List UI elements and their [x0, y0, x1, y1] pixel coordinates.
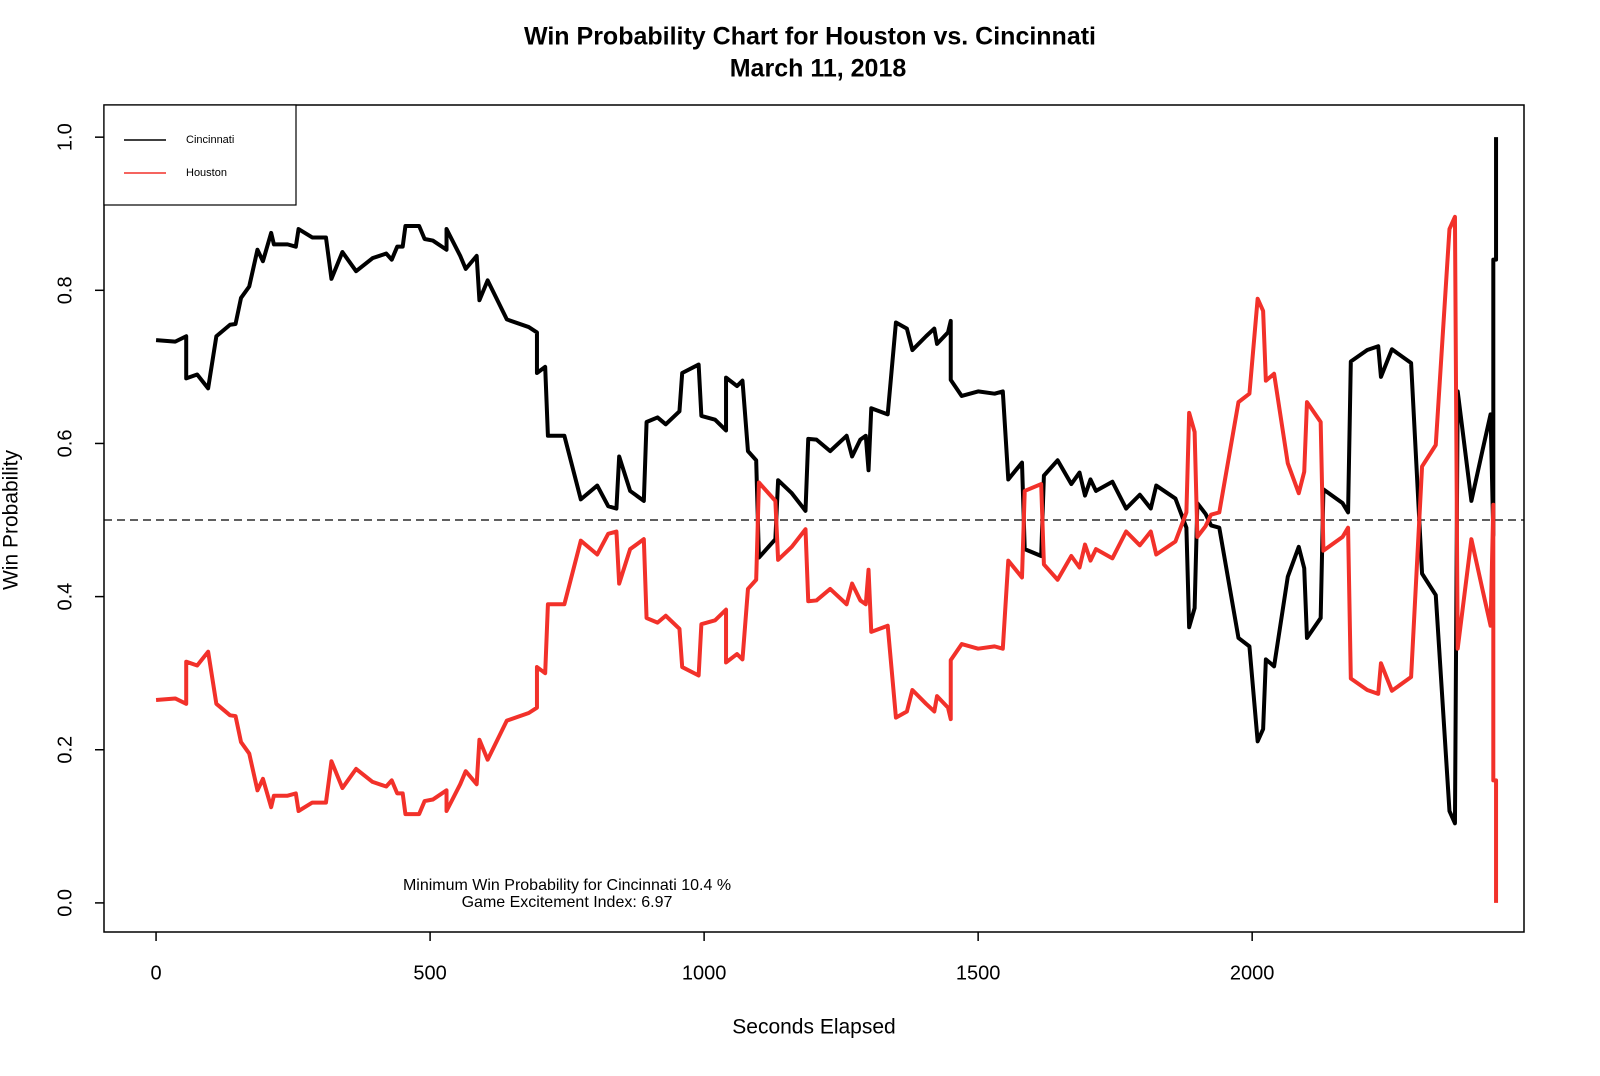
y-tick-label: 0.2 [54, 736, 76, 764]
x-tick-label: 500 [413, 962, 446, 984]
x-tick-label: 1000 [682, 962, 727, 984]
y-tick-label: 0.6 [54, 430, 76, 458]
x-axis-label: Seconds Elapsed [732, 1016, 895, 1039]
x-tick-label: 1500 [956, 962, 1001, 984]
series-line [155, 214, 1499, 903]
chart-subtitle: March 11, 2018 [730, 55, 907, 83]
plot-frame [103, 104, 1525, 933]
chart-title: Win Probability Chart for Houston vs. Ci… [524, 23, 1096, 51]
x-tick-label: 0 [151, 962, 162, 984]
series-line [155, 137, 1499, 826]
y-tick-label: 0.0 [54, 889, 76, 917]
y-tick-label: 0.8 [54, 276, 76, 304]
x-tick-label: 2000 [1230, 962, 1275, 984]
y-axis-label: Win Probability [0, 449, 23, 590]
legend-box [103, 104, 297, 206]
annotation: Game Excitement Index: 6.97 [462, 894, 673, 911]
legend-label: Cincinnati [186, 134, 234, 146]
y-tick-label: 0.4 [54, 583, 76, 611]
annotation: Minimum Win Probability for Cincinnati 1… [403, 877, 731, 894]
y-tick-label: 1.0 [54, 123, 76, 151]
legend-label: Houston [186, 167, 227, 179]
